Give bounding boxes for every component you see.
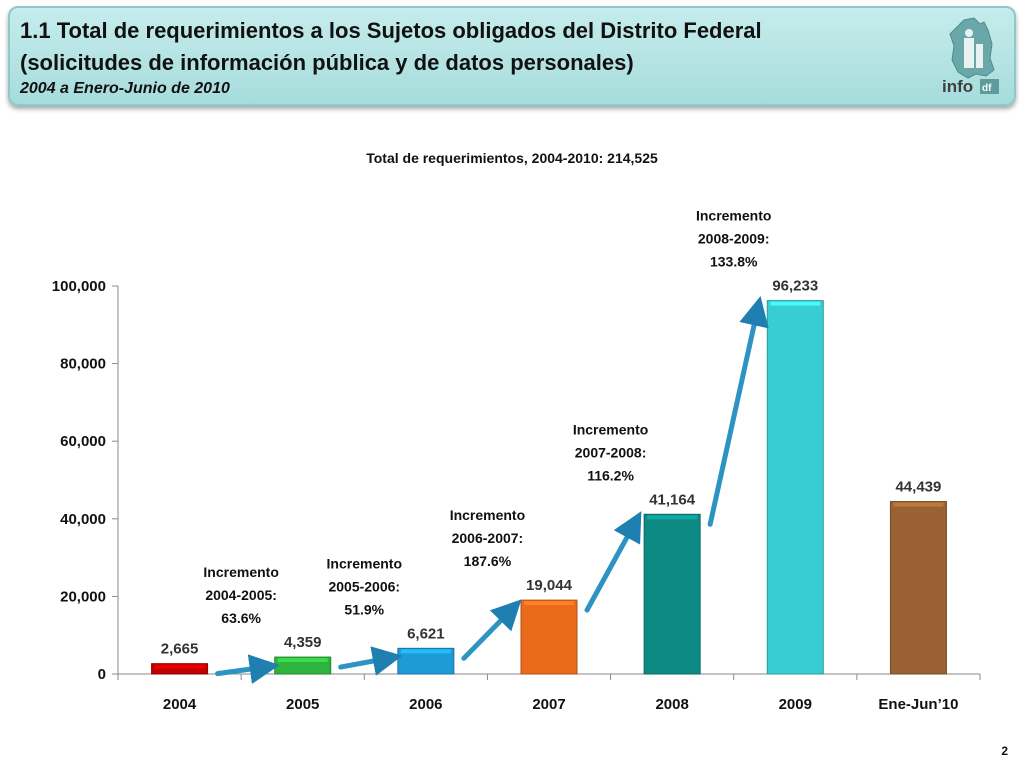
bar (643, 513, 701, 675)
svg-text:df: df (982, 83, 992, 94)
chart-title: Total de requerimientos, 2004-2010: 214,… (366, 150, 658, 166)
increment-arrow (584, 511, 642, 613)
bar (520, 599, 578, 675)
bar-highlight (893, 502, 944, 507)
bar-highlight (154, 664, 205, 669)
bar-highlight (770, 301, 821, 306)
bar-value-label: 19,044 (526, 577, 573, 594)
increment-annotation-line: Incremento (573, 421, 648, 437)
bar-value-label: 96,233 (772, 278, 818, 295)
bar-highlight (277, 658, 328, 663)
infodf-logo: info df (942, 17, 999, 96)
increment-arrow (338, 646, 403, 676)
x-tick-label: 2007 (532, 696, 565, 713)
y-tick-label: 60,000 (60, 433, 106, 450)
title-banner: 1.1 Total de requerimientos a los Sujeto… (8, 6, 1016, 106)
increment-annotation-line: Incremento (203, 564, 278, 580)
increment-annotation-line: 2004-2005: (205, 587, 277, 603)
slide-title-line2: (solicitudes de información pública y de… (20, 50, 634, 75)
svg-text:info: info (942, 77, 973, 96)
increment-arrow (461, 599, 522, 661)
bar (766, 300, 824, 675)
bar-value-label: 41,164 (649, 491, 696, 508)
x-tick-label: Ene-Jun’10 (878, 696, 958, 713)
x-tick-label: 2005 (286, 696, 319, 713)
increment-arrow (707, 295, 769, 527)
increment-annotation-line: 2008-2009: (698, 231, 770, 247)
increment-annotation-line: 2005-2006: (328, 578, 400, 594)
bar-value-label: 6,621 (407, 625, 445, 642)
bar-highlight (647, 515, 698, 520)
increment-annotation-line: 2007-2008: (575, 444, 647, 460)
bar-value-label: 4,359 (284, 634, 322, 651)
increment-annotation-line: 187.6% (464, 553, 512, 569)
bar (151, 663, 209, 675)
y-tick-label: 20,000 (60, 588, 106, 605)
bar-highlight (524, 601, 574, 606)
bar (889, 501, 947, 675)
increment-annotation-line: Incremento (327, 555, 402, 571)
increment-annotation-line: 2006-2007: (452, 530, 524, 546)
y-tick-label: 100,000 (52, 278, 106, 295)
slide-title-line1: 1.1 Total de requerimientos a los Sujeto… (20, 18, 762, 43)
page-number: 2 (1001, 744, 1008, 758)
x-tick-label: 2008 (655, 696, 688, 713)
y-tick-label: 0 (98, 666, 106, 683)
increment-arrow (215, 654, 280, 685)
x-tick-label: 2009 (779, 696, 812, 713)
bar-highlight (400, 649, 451, 654)
bar-value-label: 44,439 (895, 479, 941, 496)
y-tick-label: 40,000 (60, 511, 106, 528)
increment-annotation-line: 63.6% (221, 610, 261, 626)
increment-annotation-line: Incremento (696, 208, 771, 224)
increment-annotation-line: 51.9% (344, 601, 384, 617)
increment-annotation-line: Incremento (450, 507, 525, 523)
increment-annotation-line: 116.2% (587, 467, 634, 483)
x-tick-label: 2006 (409, 696, 442, 713)
slide-subtitle: 2004 a Enero-Junio de 2010 (20, 80, 230, 97)
x-tick-label: 2004 (163, 696, 197, 713)
bar-value-label: 2,665 (161, 641, 199, 658)
y-tick-label: 80,000 (60, 356, 106, 373)
increment-annotation-line: 133.8% (710, 254, 758, 270)
